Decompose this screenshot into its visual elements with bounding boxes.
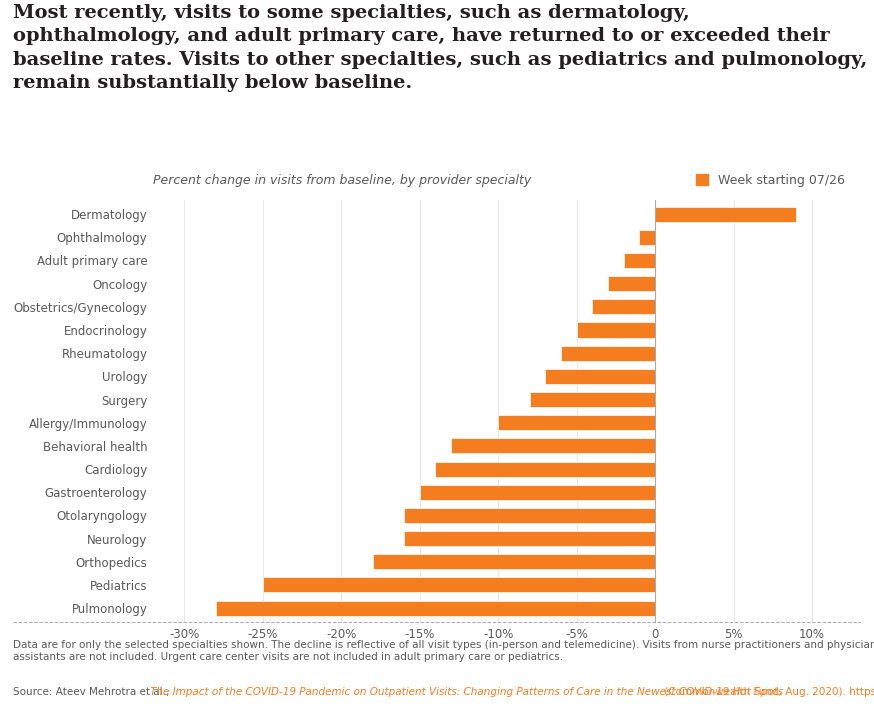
Bar <box>216 601 656 616</box>
Bar <box>404 531 656 546</box>
Bar <box>372 554 656 569</box>
Text: The Impact of the COVID-19 Pandemic on Outpatient Visits: Changing Patterns of C: The Impact of the COVID-19 Pandemic on O… <box>149 687 783 697</box>
Bar <box>593 300 656 315</box>
Legend: Week starting 07/26: Week starting 07/26 <box>690 169 850 192</box>
Bar <box>608 276 656 291</box>
Text: Source: Ateev Mehrotra et al.,: Source: Ateev Mehrotra et al., <box>13 687 173 697</box>
Bar <box>577 322 656 337</box>
Bar <box>263 578 656 593</box>
Text: (Commonwealth Fund, Aug. 2020). https://doi.org/10.26099/yaqe-q550: (Commonwealth Fund, Aug. 2020). https://… <box>661 687 874 697</box>
Text: Most recently, visits to some specialties, such as dermatology,
ophthalmology, a: Most recently, visits to some specialtie… <box>13 4 867 92</box>
Bar <box>498 415 656 430</box>
Bar <box>640 230 656 245</box>
Bar <box>656 207 796 222</box>
Text: Data are for only the selected specialties shown. The decline is reflective of a: Data are for only the selected specialti… <box>13 640 874 661</box>
Bar <box>561 345 656 360</box>
Bar <box>545 369 656 384</box>
Bar <box>420 485 656 500</box>
Bar <box>451 438 656 453</box>
Bar <box>404 508 656 523</box>
Bar <box>435 462 656 477</box>
Text: Percent change in visits from baseline, by provider specialty: Percent change in visits from baseline, … <box>153 174 531 187</box>
Bar <box>530 392 656 407</box>
Bar <box>624 253 656 268</box>
